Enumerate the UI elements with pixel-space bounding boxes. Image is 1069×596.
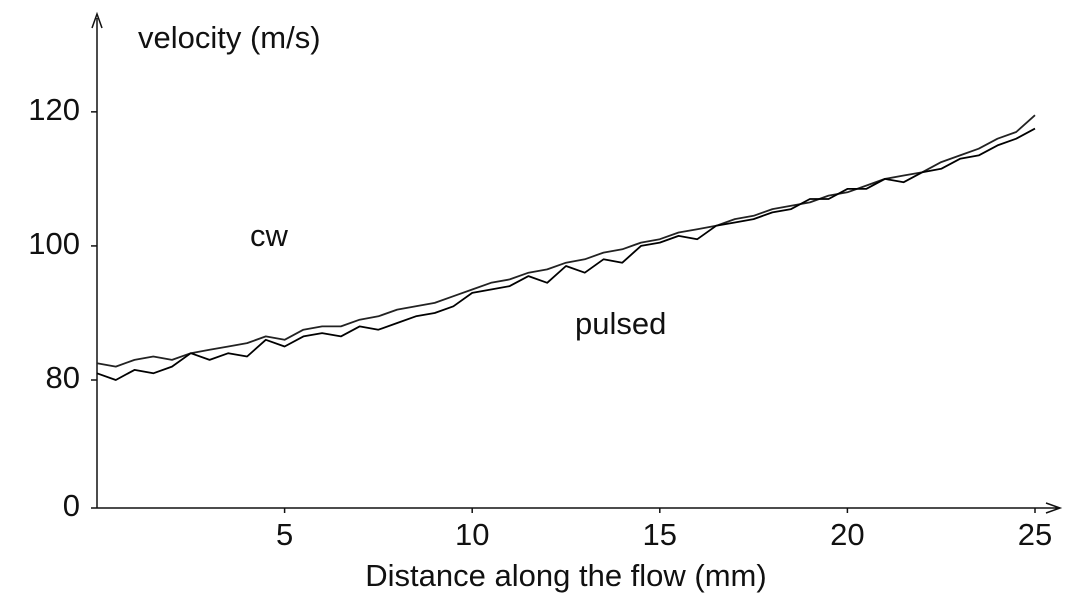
x-tick-label: 5: [276, 517, 293, 552]
data-line: [96, 127, 1036, 381]
x-axis: [97, 502, 1063, 514]
y-tick-label: 120: [28, 92, 80, 127]
x-tick-label: 10: [455, 517, 489, 552]
y-tick-label: 0: [63, 488, 80, 523]
x-axis-label: Distance along the flow (mm): [365, 558, 766, 593]
data-line: [96, 114, 1036, 368]
y-axis: [91, 11, 103, 508]
x-tick-label: 20: [830, 517, 864, 552]
y-tick-label: 100: [28, 226, 80, 261]
x-tick-label: 15: [643, 517, 677, 552]
annotation: pulsed: [575, 306, 666, 341]
y-axis-label: velocity (m/s): [138, 20, 321, 55]
y-tick-label: 80: [46, 360, 80, 395]
annotation: cw: [250, 218, 289, 253]
x-tick-label: 25: [1018, 517, 1052, 552]
